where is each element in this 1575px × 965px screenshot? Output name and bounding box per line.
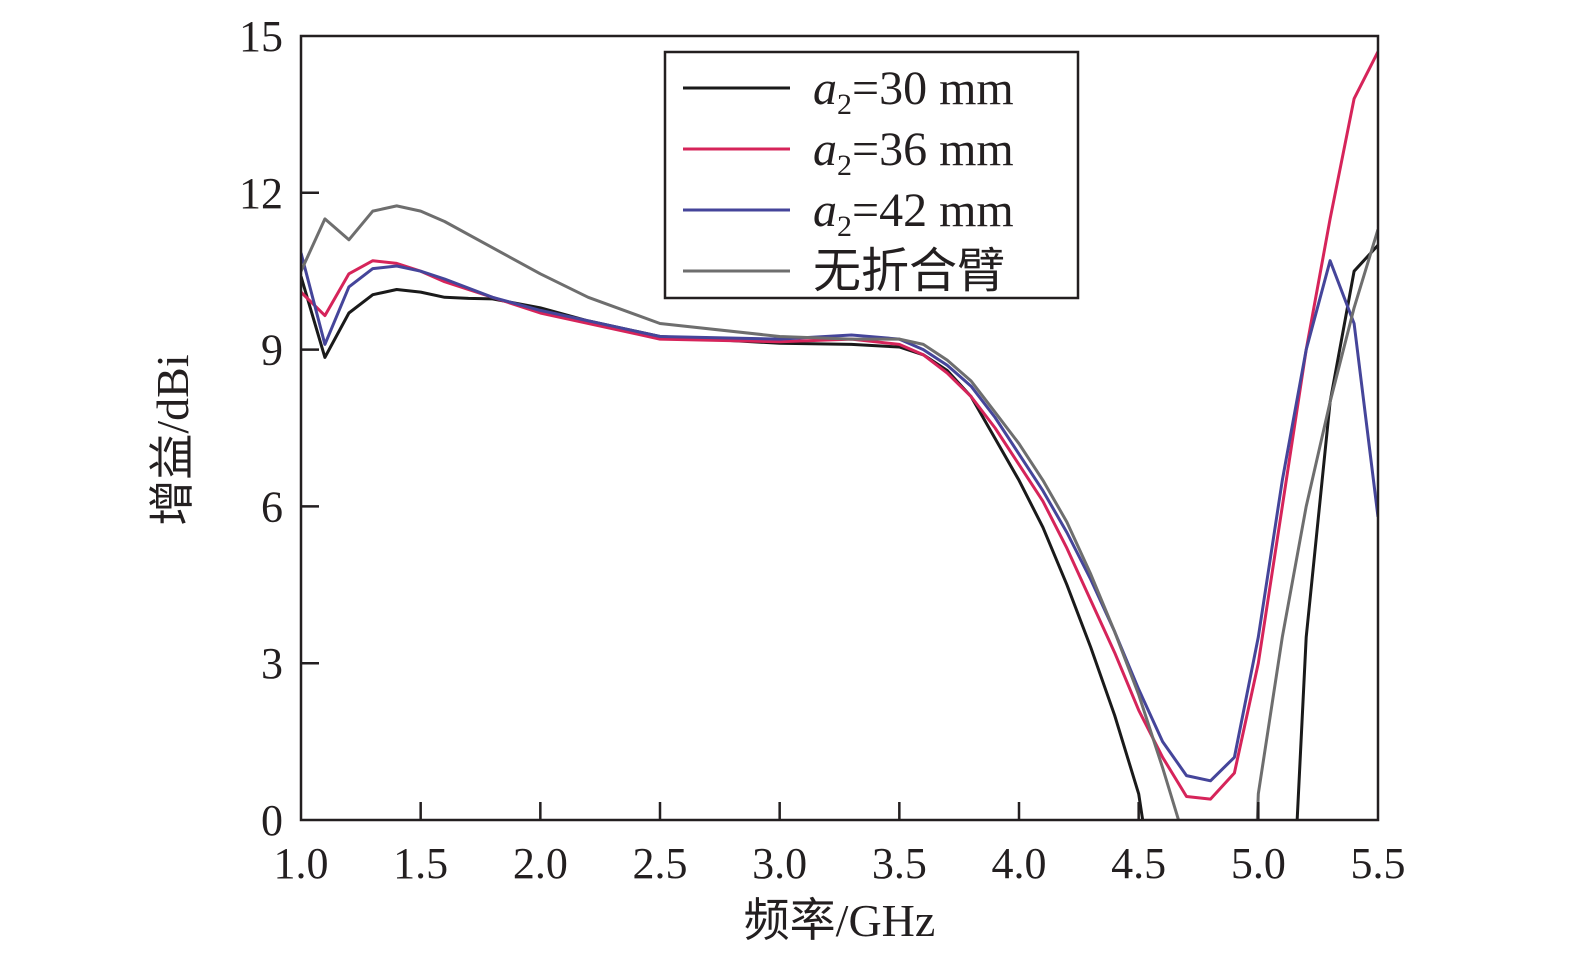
- series-line-4: [301, 204, 1378, 820]
- x-tick-label: 4.5: [1111, 839, 1166, 888]
- x-tick-label: 5.0: [1231, 839, 1286, 888]
- x-tick-label: 4.0: [992, 839, 1047, 888]
- y-tick-label: 0: [261, 796, 283, 845]
- y-tick-label: 3: [261, 639, 283, 688]
- plot-area-frame: [299, 34, 1380, 822]
- legend-label-4: 无折合臂: [813, 245, 1005, 298]
- y-tick-label: 15: [239, 12, 283, 61]
- y-tick-label: 9: [261, 326, 283, 375]
- x-tick-label: 3.0: [752, 839, 807, 888]
- y-tick-label: 12: [239, 169, 283, 218]
- legend-label-3: a2=42 mm: [813, 184, 1014, 243]
- series-layer: [301, 51, 1378, 820]
- y-axis: 0 3 6 9 12 15: [239, 12, 319, 845]
- x-axis-label: 频率/GHz: [744, 895, 936, 946]
- series-line-1: [301, 244, 1378, 820]
- x-tick-label: 1.0: [274, 839, 329, 888]
- y-tick-label: 6: [261, 482, 283, 531]
- legend-box: [663, 50, 1080, 300]
- legend-label-1: a2=30 mm: [813, 62, 1014, 121]
- y-axis-label: 增益/dBi: [147, 354, 198, 525]
- legend-label-2: a2=36 mm: [813, 123, 1014, 182]
- x-axis: 1.0 1.5 2.0 2.5 3.0 3.5 4.0 4.5 5.0 5.5: [274, 802, 1406, 888]
- x-tick-label: 3.5: [872, 839, 927, 888]
- x-tick-label: 2.0: [513, 839, 568, 888]
- x-tick-label: 1.5: [393, 839, 448, 888]
- x-tick-label: 2.5: [633, 839, 688, 888]
- x-tick-label: 5.5: [1351, 839, 1406, 888]
- series-line-3: [301, 252, 1378, 783]
